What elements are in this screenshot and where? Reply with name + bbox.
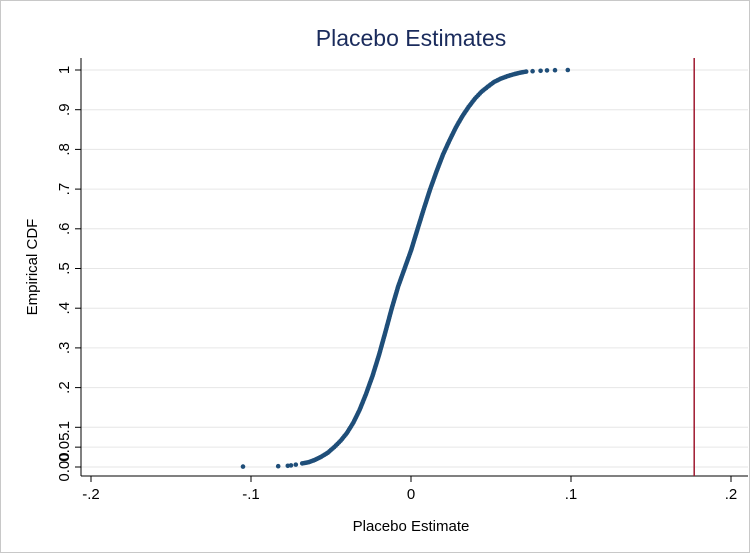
data-point: [275, 463, 281, 469]
y-tick-label: 0.05: [56, 433, 73, 462]
x-tick-label: -.1: [242, 486, 260, 503]
y-tick-label: .9: [56, 103, 73, 116]
axes: 0.000.05.1.2.3.4.5.6.7.8.91-.2 -.1 0.1.2: [56, 58, 748, 503]
y-tick-label: .1: [56, 421, 73, 434]
data-point: [530, 68, 535, 74]
chart-title: Placebo Estimates: [316, 25, 506, 51]
y-tick-label: .5: [56, 262, 73, 275]
x-tick-label: .2: [725, 486, 738, 503]
data-point: [293, 462, 299, 467]
y-tick-label: .6: [56, 223, 73, 236]
x-tick-label: -.2: [82, 486, 100, 503]
data-point: [523, 69, 529, 74]
data-point: [565, 67, 571, 73]
grid-lines: [81, 69, 748, 468]
x-tick-label: 0: [407, 486, 415, 503]
data-point: [552, 67, 558, 73]
data-point: [240, 464, 246, 469]
y-tick-label: .3: [56, 342, 73, 355]
y-tick-label: 0.00: [56, 452, 73, 481]
plot-area: [81, 58, 748, 476]
y-tick-label: .4: [56, 302, 73, 315]
data-point: [538, 68, 543, 74]
y-tick-label: .7: [56, 183, 73, 196]
data-point: [288, 463, 294, 468]
x-tick-label: .1: [565, 486, 578, 503]
y-tick-label: 1: [56, 66, 73, 74]
data-points: [240, 67, 571, 469]
x-axis-label: Placebo Estimate: [353, 518, 470, 535]
data-point: [544, 68, 550, 73]
y-tick-label: .8: [56, 143, 73, 156]
y-tick-label: .2: [56, 381, 73, 394]
y-axis-label: Empirical CDF: [24, 219, 41, 316]
